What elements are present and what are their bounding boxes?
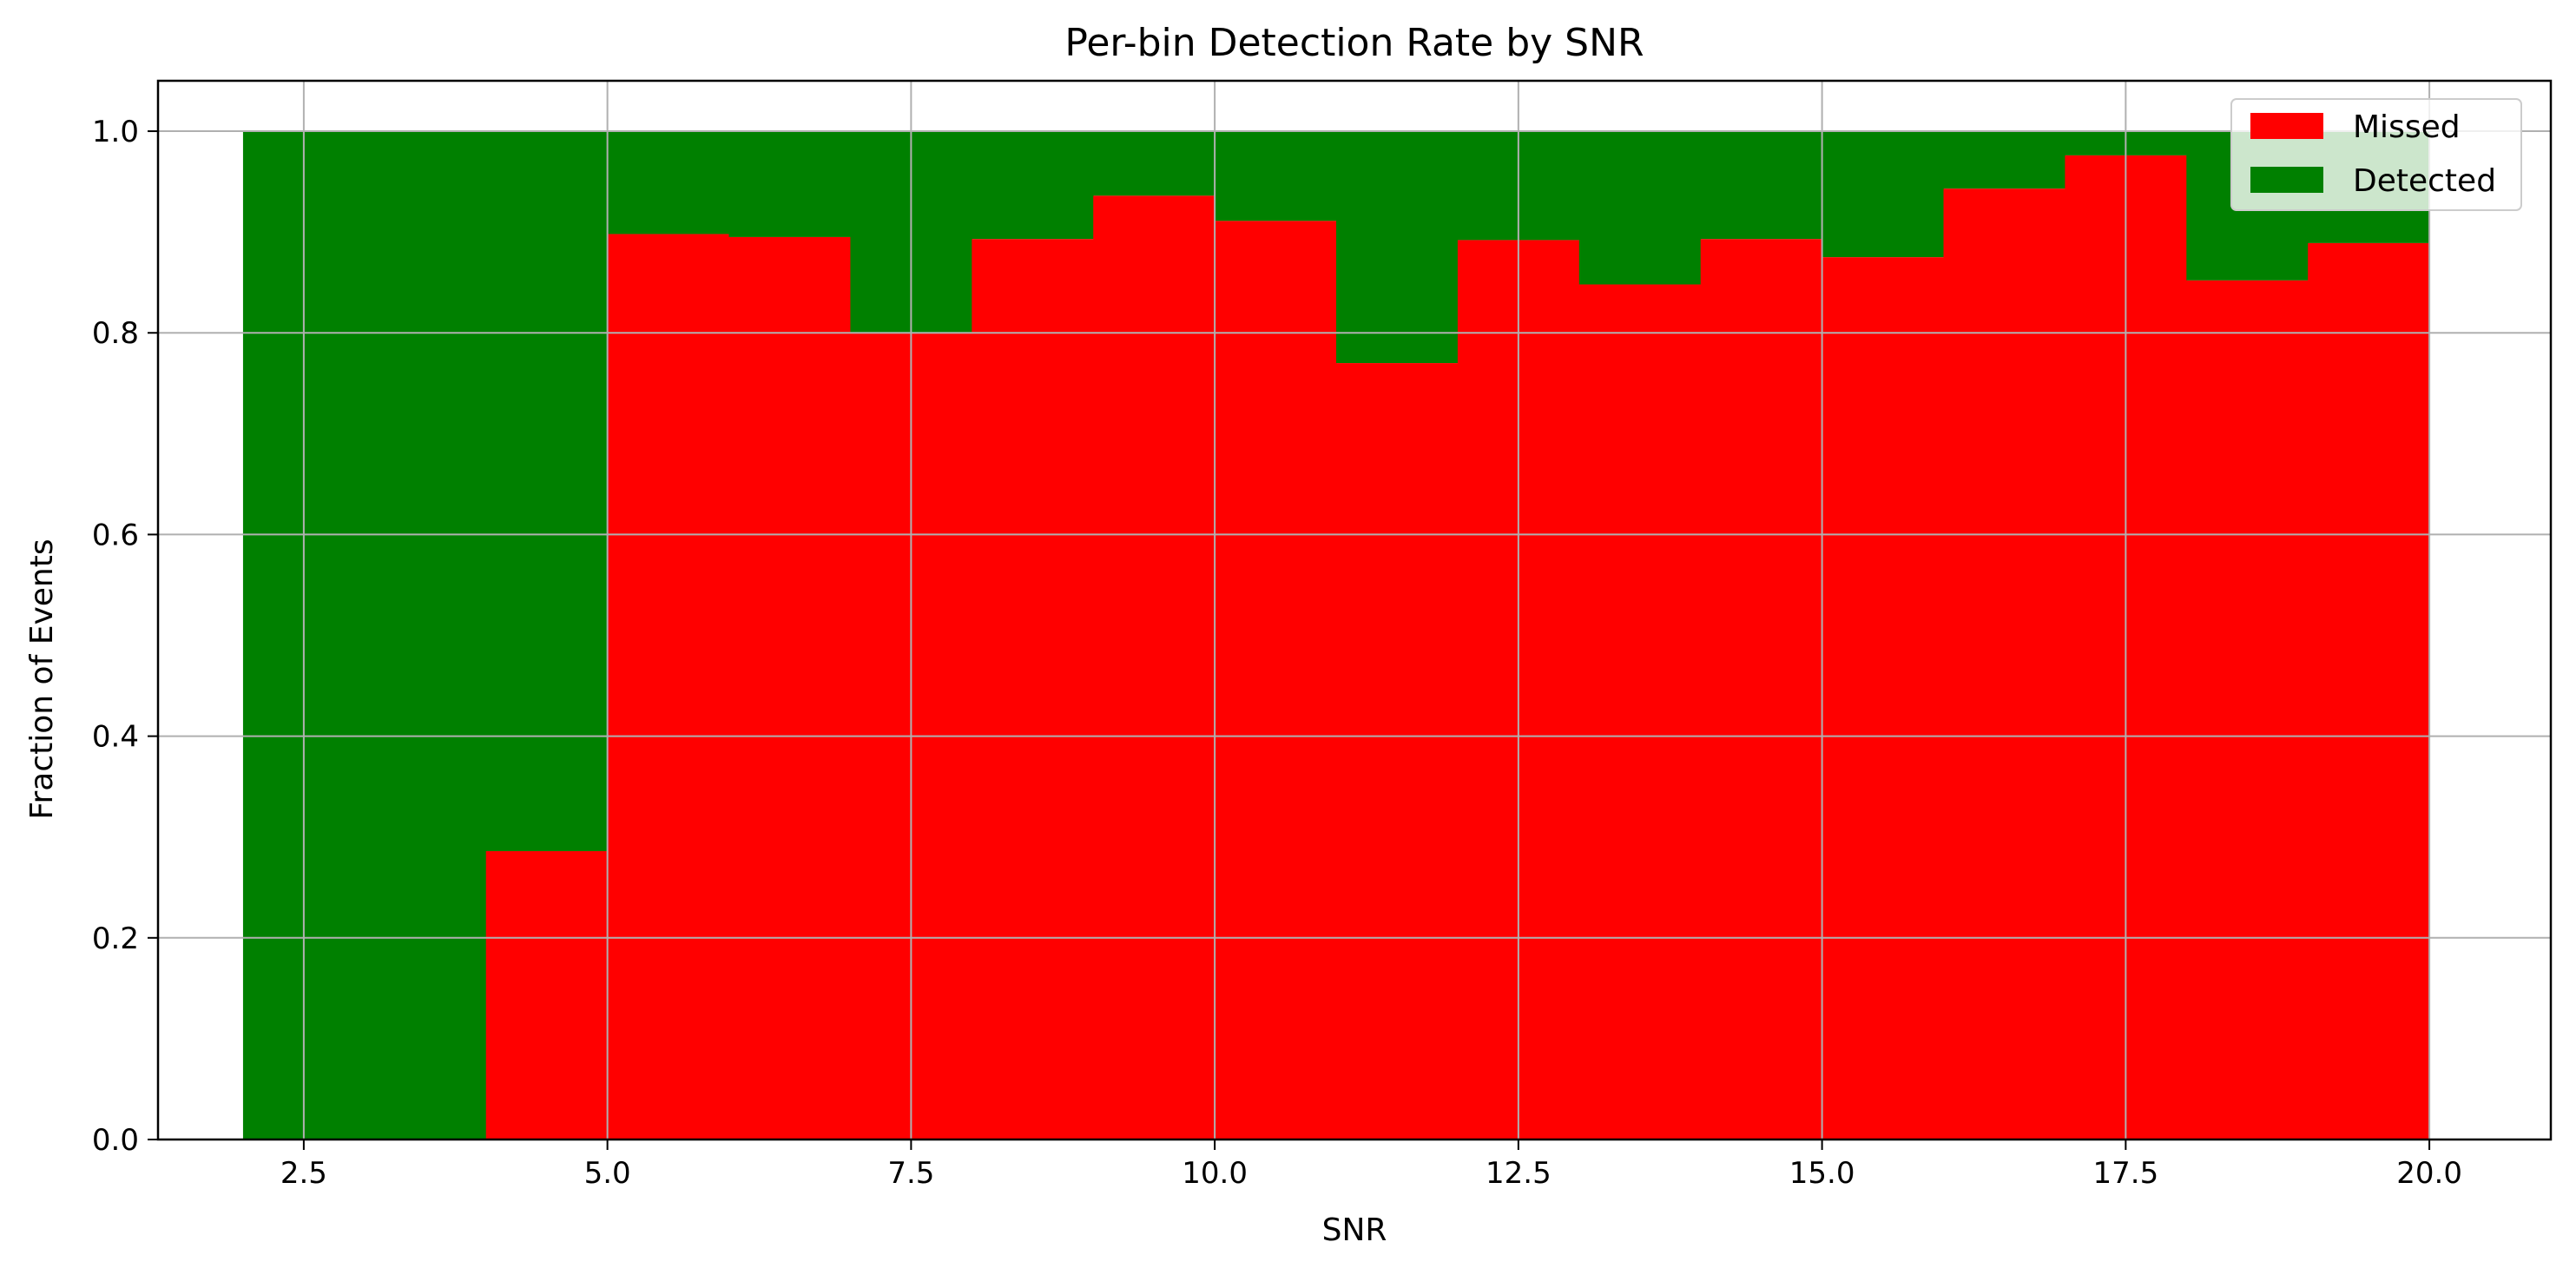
- bar-detected-7: [1093, 131, 1216, 196]
- bar-detected-14: [1943, 131, 2066, 189]
- x-tick-label: 20.0: [2396, 1156, 2462, 1191]
- bar-detected-2: [485, 131, 609, 851]
- bar-missed-9: [1336, 363, 1459, 1140]
- grid-layer: [158, 81, 2551, 1140]
- plot-area: [156, 79, 2553, 1141]
- x-axis-label: SNR: [1322, 1212, 1387, 1248]
- bar-detected-4: [728, 131, 852, 237]
- bar-missed-7: [1093, 195, 1216, 1140]
- bar-detected-13: [1822, 131, 1945, 258]
- legend: Missed Detected: [2230, 98, 2522, 211]
- bar-missed-3: [607, 234, 730, 1140]
- legend-label-detected: Detected: [2353, 163, 2496, 199]
- x-tick-label: 15.0: [1789, 1156, 1855, 1191]
- bar-detected-1: [364, 131, 487, 1140]
- bar-detected-6: [972, 131, 1094, 240]
- x-tick-label: 7.5: [887, 1156, 934, 1191]
- x-axis: 2.5 5.0 7.5 10.0 12.5 15.0 17.5 20.0: [280, 1140, 2462, 1191]
- bar-missed-6: [972, 239, 1094, 1140]
- bar-missed-14: [1943, 188, 2066, 1140]
- y-axis-label: Fraction of Events: [24, 538, 60, 819]
- x-tick-label: 5.0: [584, 1156, 631, 1191]
- y-tick-label: 0.6: [92, 518, 139, 552]
- x-tick-label: 2.5: [280, 1156, 327, 1191]
- x-tick-label: 10.0: [1182, 1156, 1248, 1191]
- chart-title: Per-bin Detection Rate by SNR: [1064, 21, 1644, 65]
- bar-detected-3: [607, 131, 730, 235]
- y-axis: 0.0 0.2 0.4 0.6 0.8 1.0: [92, 115, 158, 1158]
- bar-missed-12: [1700, 239, 1823, 1140]
- legend-swatch-detected: [2250, 167, 2323, 193]
- bar-detected-11: [1578, 131, 1702, 285]
- legend-label-missed: Missed: [2353, 109, 2461, 145]
- x-tick-label: 12.5: [1486, 1156, 1552, 1191]
- y-tick-label: 0.4: [92, 720, 139, 755]
- bars-layer: [242, 131, 2430, 1140]
- bar-detected-8: [1215, 131, 1337, 221]
- y-tick-label: 0.8: [92, 316, 139, 351]
- y-tick-label: 0.2: [92, 922, 139, 956]
- bar-missed-17: [2308, 242, 2430, 1140]
- bar-missed-13: [1822, 257, 1945, 1140]
- legend-swatch-missed: [2250, 113, 2323, 139]
- bar-missed-8: [1215, 221, 1337, 1140]
- bar-missed-11: [1578, 284, 1702, 1140]
- y-tick-label: 0.0: [92, 1123, 139, 1158]
- bar-detected-12: [1700, 131, 1823, 240]
- bar-missed-16: [2186, 280, 2309, 1140]
- y-tick-label: 1.0: [92, 115, 139, 149]
- bar-missed-4: [728, 236, 852, 1140]
- bar-missed-2: [485, 850, 609, 1140]
- bar-detected-9: [1336, 131, 1459, 364]
- plot-frame: [156, 79, 2553, 1141]
- x-tick-label: 17.5: [2093, 1156, 2159, 1191]
